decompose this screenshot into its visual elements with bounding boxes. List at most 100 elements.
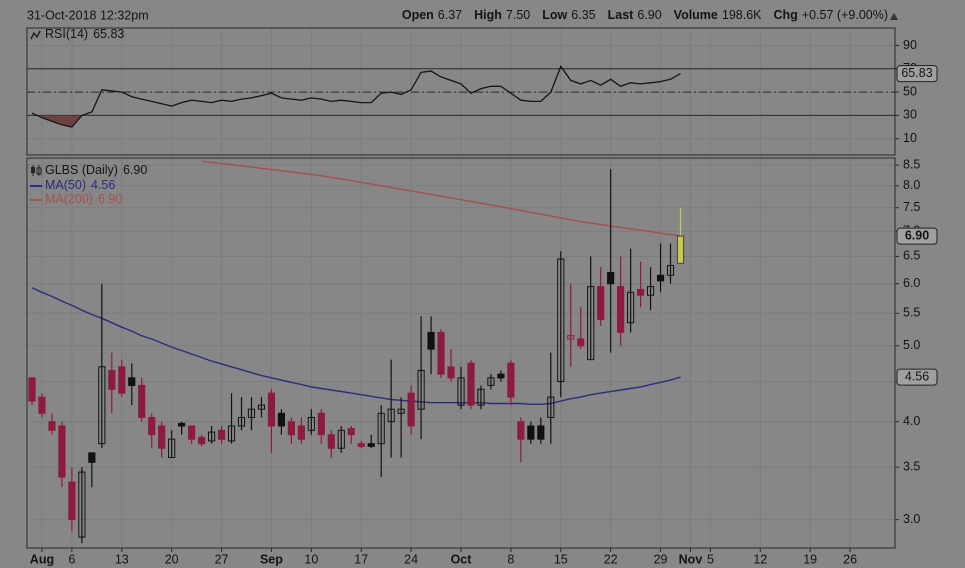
legend-entry: MA(200) 6.90 bbox=[45, 192, 122, 206]
x-tick-label: Oct bbox=[451, 552, 473, 566]
candle-body bbox=[307, 416, 315, 431]
candle-body bbox=[118, 366, 126, 394]
header-field-value: 6.37 bbox=[438, 8, 462, 22]
header-field-label: Low bbox=[542, 8, 567, 22]
candle-body bbox=[178, 422, 186, 427]
y-tick-label: 5.0 bbox=[903, 338, 920, 352]
candle-body bbox=[78, 471, 86, 538]
legend-value: 6.90 bbox=[123, 163, 147, 177]
header-field-value: +0.57 (+9.00%) bbox=[802, 8, 888, 22]
x-tick-label: 29 bbox=[654, 552, 668, 566]
y-tick-label: 8.0 bbox=[903, 178, 920, 192]
labels-layer: 103050709065.83RSI(14)65.833.03.54.04.55… bbox=[30, 27, 938, 566]
change-arrow bbox=[890, 13, 898, 20]
header-field-value: 7.50 bbox=[506, 8, 530, 22]
candle-body bbox=[207, 431, 216, 442]
y-tick-label: 6.0 bbox=[903, 276, 920, 290]
y-tick-label: 8.5 bbox=[903, 157, 920, 171]
candle-body bbox=[317, 412, 325, 436]
candle-body bbox=[447, 366, 455, 379]
header-field-value: 6.90 bbox=[637, 8, 661, 22]
candle-body bbox=[48, 421, 56, 431]
x-tick-label: 22 bbox=[604, 552, 618, 566]
candle-body bbox=[377, 412, 385, 445]
candle-body bbox=[327, 434, 335, 449]
price-legend-icon bbox=[31, 165, 42, 176]
y-tick-label: 50 bbox=[903, 84, 917, 98]
moving-average-line bbox=[31, 287, 681, 405]
candle-body bbox=[656, 274, 665, 282]
candle-body bbox=[467, 362, 475, 406]
rsi-legend-icon bbox=[30, 30, 41, 40]
header-field-label: Volume bbox=[674, 8, 718, 22]
candle-body bbox=[257, 404, 266, 410]
candle-body bbox=[128, 377, 136, 386]
candle-body bbox=[217, 429, 226, 440]
candle-body bbox=[138, 384, 146, 418]
candle-body bbox=[676, 235, 685, 264]
candle-body bbox=[437, 331, 445, 375]
candle-body bbox=[407, 392, 415, 427]
candle-body bbox=[527, 425, 535, 440]
candle-body bbox=[517, 421, 525, 440]
header-date: 31-Oct-2018 12:32pm bbox=[27, 8, 149, 22]
candle-body bbox=[507, 362, 515, 398]
x-tick-label: 26 bbox=[843, 552, 857, 566]
legend-entry: MA(50) 4.56 bbox=[45, 178, 115, 192]
x-tick-label: 8 bbox=[507, 552, 514, 566]
legend-value: 65.83 bbox=[93, 27, 124, 41]
value-box bbox=[896, 368, 938, 386]
candle-body bbox=[627, 291, 635, 324]
candle-body bbox=[547, 396, 555, 418]
y-tick-label: 90 bbox=[903, 38, 917, 52]
y-tick-label: 30 bbox=[903, 108, 917, 122]
candle-body bbox=[227, 425, 236, 442]
candle-body bbox=[347, 428, 355, 436]
legend-name: MA(200) bbox=[45, 192, 93, 206]
legend-name: MA(50) bbox=[45, 178, 86, 192]
x-tick-label: 5 bbox=[707, 552, 714, 566]
candle-body bbox=[607, 272, 615, 285]
x-tick-label: 20 bbox=[165, 552, 179, 566]
value-box-label: 4.56 bbox=[905, 369, 929, 383]
x-tick-label: 17 bbox=[354, 552, 368, 566]
y-tick-label: 4.0 bbox=[903, 414, 920, 428]
oversold-fill bbox=[36, 115, 82, 127]
x-tick-label: Sep bbox=[260, 552, 283, 566]
value-box-label: 65.83 bbox=[901, 66, 932, 80]
rsi-line bbox=[31, 65, 681, 128]
candle-body bbox=[277, 412, 286, 427]
candle-body bbox=[577, 338, 585, 347]
x-tick-label: 27 bbox=[215, 552, 229, 566]
header-field-value: 198.6K bbox=[722, 8, 762, 22]
candle-body bbox=[457, 377, 465, 406]
candle-body bbox=[287, 421, 295, 436]
candle-body bbox=[297, 425, 305, 440]
y-tick-label: 6.5 bbox=[903, 249, 920, 263]
y-tick-label: 3.0 bbox=[903, 512, 920, 526]
candle-body bbox=[247, 408, 256, 418]
candle-body bbox=[88, 452, 96, 463]
x-tick-label: Aug bbox=[30, 552, 54, 566]
candle-body bbox=[487, 377, 495, 386]
candle-body bbox=[617, 286, 625, 333]
header-field-value: 6.35 bbox=[571, 8, 595, 22]
candle-body bbox=[427, 331, 435, 350]
candle-body bbox=[597, 286, 605, 321]
candle-body bbox=[337, 429, 345, 449]
legend-value: 6.90 bbox=[98, 192, 122, 206]
rsi-panel-frame bbox=[26, 27, 896, 156]
candle-body bbox=[58, 425, 66, 478]
moving-average-line bbox=[201, 160, 681, 237]
candle-body bbox=[168, 438, 176, 459]
candle-body bbox=[666, 264, 675, 276]
candle-body bbox=[198, 436, 206, 445]
y-tick-label: 7.5 bbox=[903, 200, 920, 214]
candle-body bbox=[98, 366, 106, 445]
candle-body bbox=[587, 286, 595, 361]
candle-body bbox=[108, 369, 116, 390]
x-tick-label: 10 bbox=[304, 552, 318, 566]
candle-body bbox=[28, 377, 36, 402]
candle-body bbox=[417, 369, 425, 410]
